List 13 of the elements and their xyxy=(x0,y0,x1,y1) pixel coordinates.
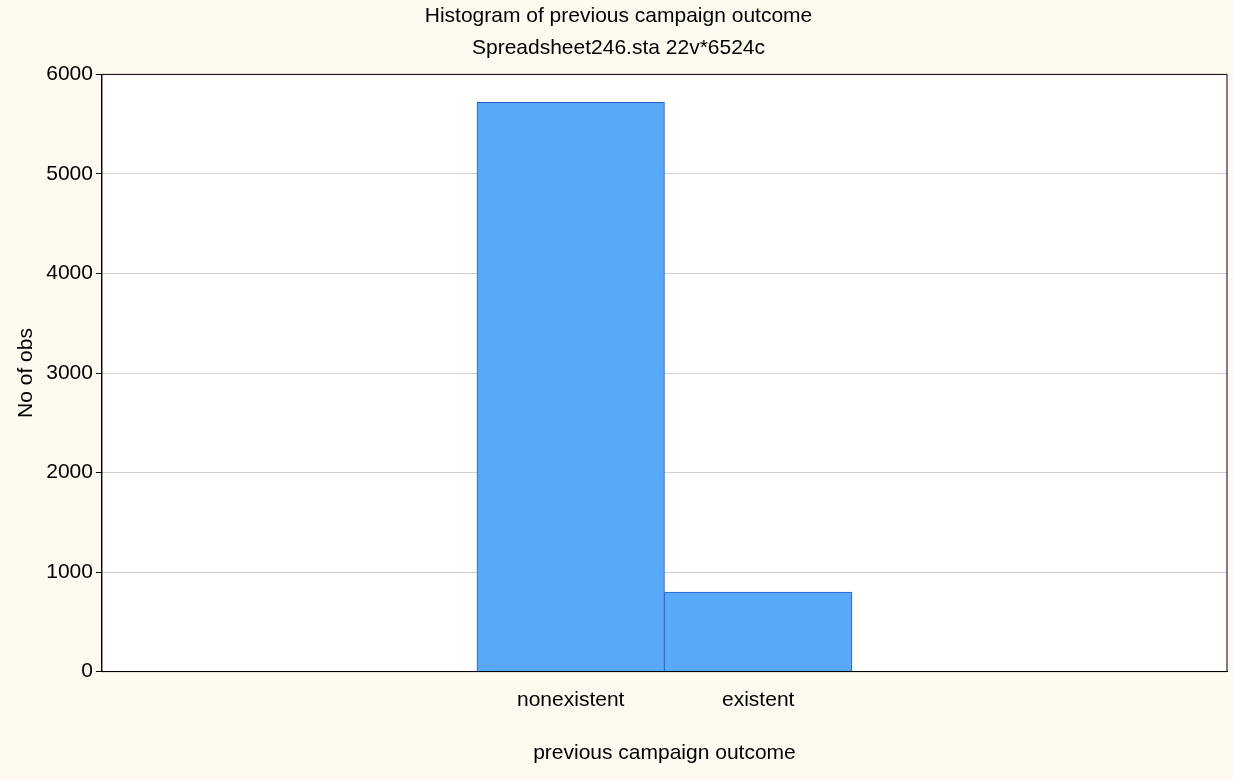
y-tick-label: 1000 xyxy=(46,558,93,582)
y-axis-title: No of obs xyxy=(13,328,37,418)
y-tick-label: 3000 xyxy=(46,359,93,383)
y-tick-label: 2000 xyxy=(46,459,93,483)
y-tick-label: 5000 xyxy=(46,160,93,184)
y-tick-label: 0 xyxy=(81,658,93,682)
y-tick-label: 4000 xyxy=(46,260,93,284)
x-axis-title: previous campaign outcome xyxy=(533,740,796,764)
chart-subtitle: Spreadsheet246.sta 22v*6524c xyxy=(471,34,766,58)
x-tick-label: nonexistent xyxy=(516,687,625,710)
x-tick-label: existent xyxy=(722,687,795,710)
chart-title: Histogram of previous campaign outcome xyxy=(424,3,813,27)
y-tick-label: 6000 xyxy=(46,61,93,85)
